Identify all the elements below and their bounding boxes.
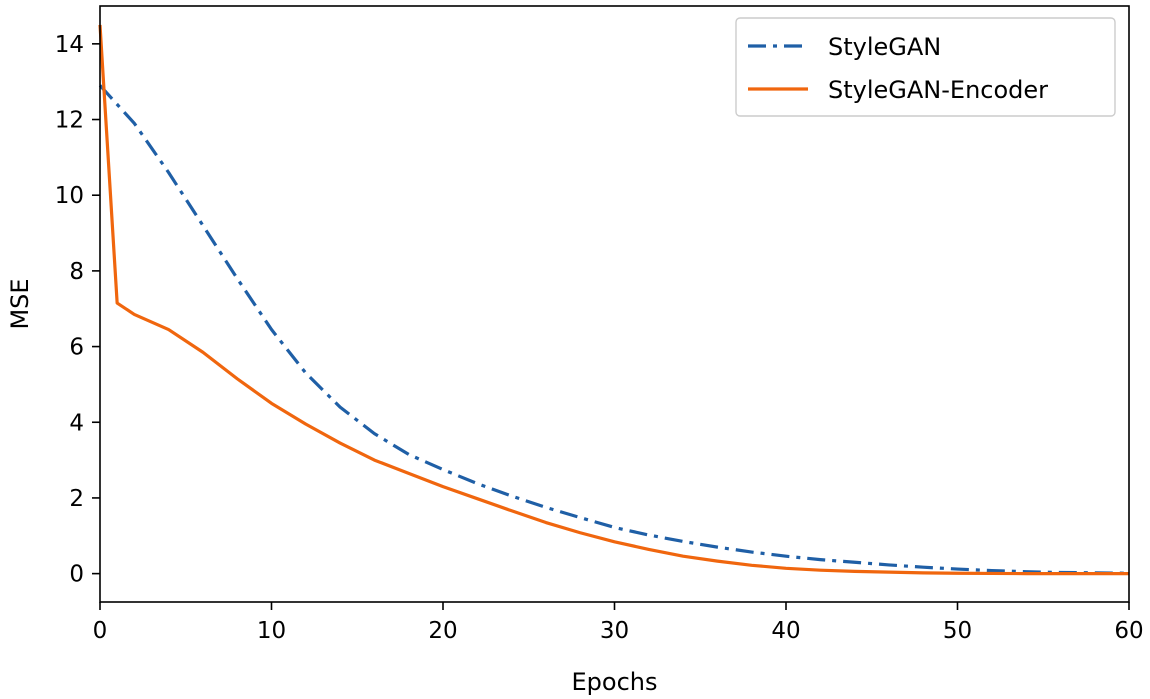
y-tick-label: 10 (55, 183, 84, 209)
y-tick-label: 4 (69, 410, 84, 436)
x-tick-label: 10 (257, 618, 286, 644)
series-line-stylegan (98, 84, 1130, 575)
x-tick-label: 40 (771, 618, 800, 644)
x-tick-label: 0 (93, 618, 108, 644)
series-layer (98, 24, 1130, 576)
y-tick-label: 8 (69, 259, 84, 285)
x-axis-ticks: 0 10 20 30 40 50 60 (93, 602, 1144, 644)
y-tick-label: 2 (69, 486, 84, 512)
y-axis-ticks: 0 2 4 6 8 10 12 14 (55, 32, 100, 588)
y-axis-label: MSE (6, 278, 34, 329)
x-tick-label: 30 (600, 618, 629, 644)
x-tick-label: 20 (428, 618, 457, 644)
y-tick-label: 12 (55, 108, 84, 134)
series-line-stylegan-encoder (98, 24, 1129, 576)
y-tick-label: 14 (55, 32, 84, 58)
x-axis-label: Epochs (572, 668, 658, 696)
x-tick-label: 60 (1114, 618, 1143, 644)
legend-label-stylegan-encoder: StyleGAN-Encoder (828, 76, 1048, 104)
legend: StyleGAN StyleGAN-Encoder (735, 17, 1116, 117)
y-tick-label: 6 (69, 335, 84, 361)
legend-box (735, 17, 1116, 117)
x-tick-label: 50 (943, 618, 972, 644)
legend-label-stylegan: StyleGAN (828, 33, 941, 61)
y-tick-label: 0 (69, 562, 84, 588)
